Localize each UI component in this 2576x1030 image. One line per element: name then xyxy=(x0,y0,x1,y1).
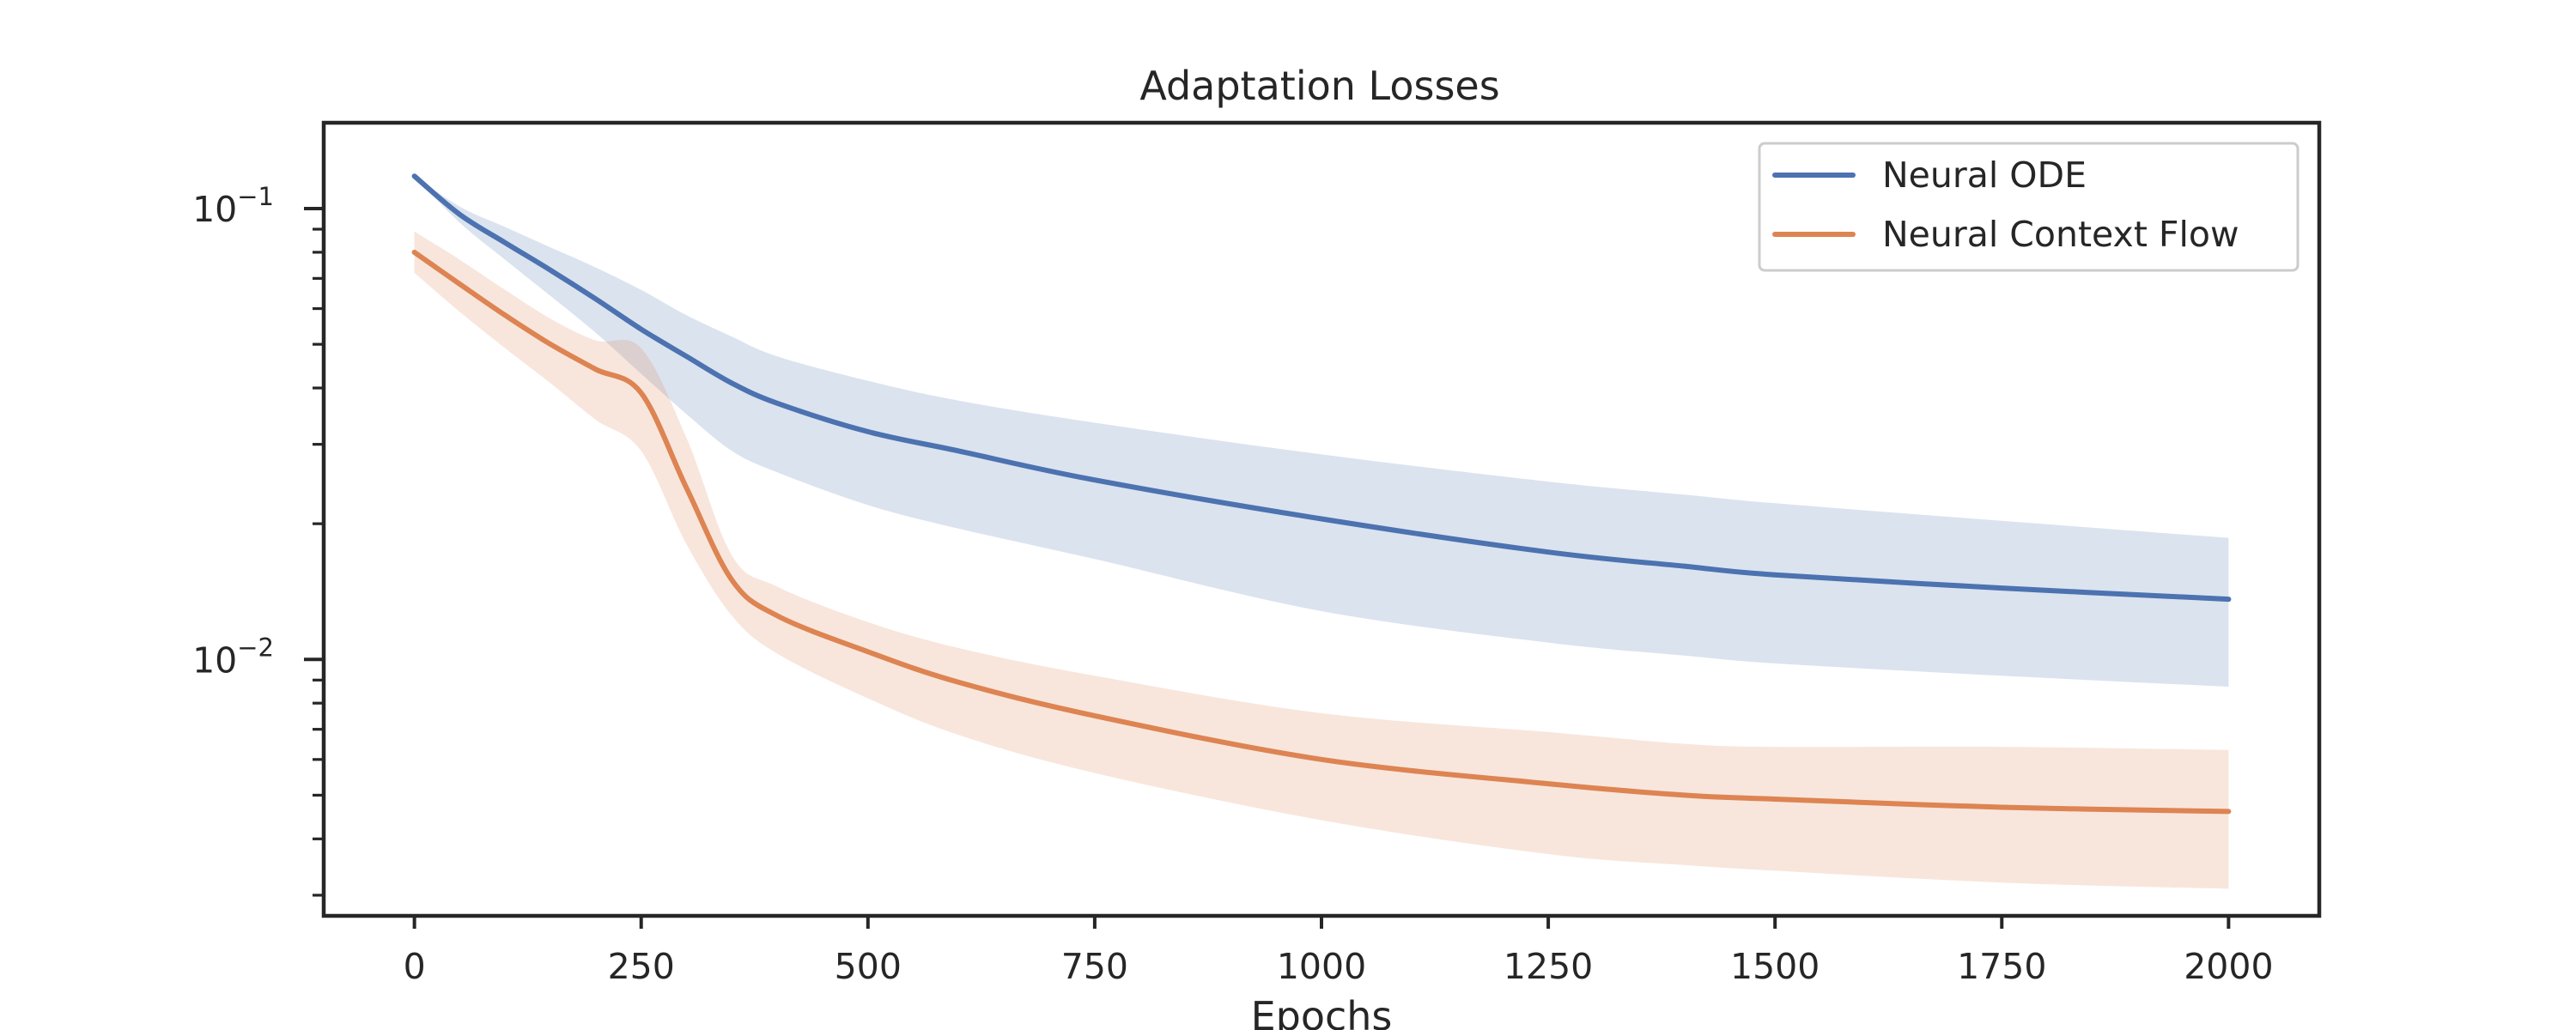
x-tick-label: 2000 xyxy=(2184,946,2273,987)
line-series-1 xyxy=(411,249,2232,815)
point-series-1-10 xyxy=(957,680,962,685)
point-series-1-8 xyxy=(775,613,780,618)
point-series-1-17 xyxy=(2226,809,2231,814)
point-series-1-14 xyxy=(1682,792,1687,797)
point-series-0-5 xyxy=(639,327,644,332)
chart-title: Adaptation Losses xyxy=(1139,63,1499,109)
point-series-1-4 xyxy=(593,367,598,372)
x-tick-label: 500 xyxy=(835,946,902,987)
point-series-0-0 xyxy=(412,173,417,179)
point-series-0-2 xyxy=(502,240,507,245)
point-series-0-8 xyxy=(775,401,780,406)
legend: Neural ODE Neural Context Flow xyxy=(1758,142,2300,272)
point-series-0-14 xyxy=(1682,564,1687,569)
x-tick-label: 1500 xyxy=(1730,946,1820,987)
point-series-0-16 xyxy=(1999,585,2004,591)
point-series-0-3 xyxy=(548,268,553,273)
point-series-1-1 xyxy=(458,282,463,287)
x-tick-label: 1000 xyxy=(1277,946,1366,987)
band-series-0 xyxy=(414,176,2229,688)
point-series-0-17 xyxy=(2226,597,2231,602)
point-series-1-11 xyxy=(1092,713,1097,718)
point-series-0-15 xyxy=(1772,573,1777,578)
point-series-1-5 xyxy=(639,391,644,396)
x-tick-label: 0 xyxy=(404,946,426,987)
y-tick-exponent: −2 xyxy=(237,633,274,662)
point-series-0-9 xyxy=(866,429,871,434)
point-series-1-16 xyxy=(1999,805,2004,810)
point-series-1-3 xyxy=(548,342,553,347)
point-series-1-9 xyxy=(866,649,871,654)
x-tick-label: 1250 xyxy=(1504,946,1593,987)
point-series-0-10 xyxy=(957,448,962,453)
legend-items: Neural ODE Neural Context Flow xyxy=(1772,154,2239,255)
point-series-0-11 xyxy=(1092,477,1097,482)
point-series-0-13 xyxy=(1546,549,1551,554)
series-lines xyxy=(411,173,2232,815)
point-series-1-6 xyxy=(684,486,690,491)
line-series-0 xyxy=(411,173,2232,603)
x-tick-label: 750 xyxy=(1061,946,1128,987)
point-series-1-7 xyxy=(729,578,734,583)
x-axis-label: Epochs xyxy=(1251,993,1393,1030)
x-tick-label: 250 xyxy=(608,946,675,987)
x-axis-ticks: 0 250 500 750 1000 1250 1500 1750 2000 xyxy=(404,916,2274,987)
point-series-0-1 xyxy=(458,212,463,217)
legend-label-1: Neural Context Flow xyxy=(1882,214,2239,255)
point-series-0-6 xyxy=(684,354,690,359)
point-series-0-12 xyxy=(1319,517,1324,522)
plot-frame xyxy=(321,120,2322,918)
legend-label-0: Neural ODE xyxy=(1882,154,2087,196)
point-series-0-4 xyxy=(593,296,598,301)
x-tick-label: 1750 xyxy=(1957,946,2046,987)
legend-box xyxy=(1758,142,2300,272)
point-series-1-15 xyxy=(1772,797,1777,802)
point-series-1-0 xyxy=(412,250,417,255)
y-tick-exponent: −1 xyxy=(237,182,274,211)
point-series-1-13 xyxy=(1546,781,1551,786)
point-series-0-7 xyxy=(729,380,734,385)
point-series-1-12 xyxy=(1319,757,1324,762)
point-series-1-2 xyxy=(502,312,507,318)
